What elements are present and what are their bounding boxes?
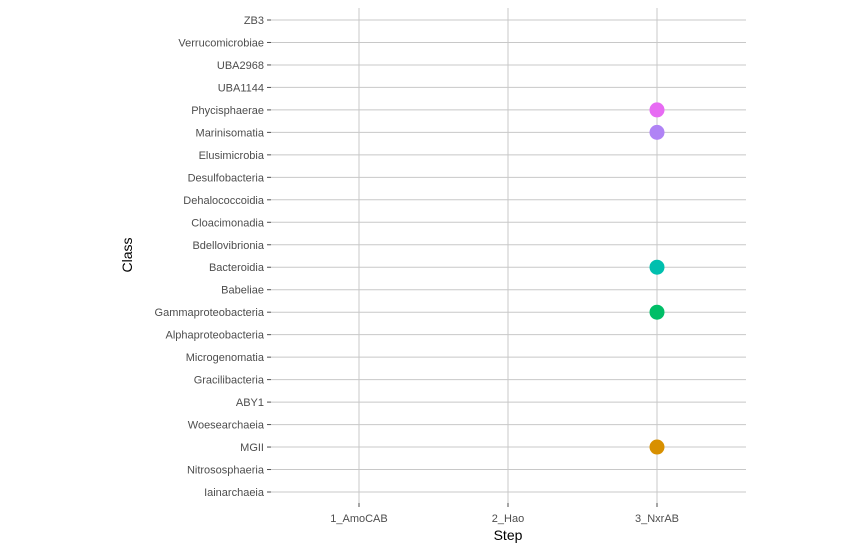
y-tick-label: Iainarchaeia <box>204 487 265 499</box>
y-tick-label: Cloacimonadia <box>191 217 265 229</box>
y-tick-label: MGII <box>240 442 264 454</box>
x-tick-label: 3_NxrAB <box>635 513 679 525</box>
y-tick-label: UBA1144 <box>218 82 264 94</box>
y-tick-label: Woesearchaeia <box>188 420 265 432</box>
y-tick-label: Bdellovibrionia <box>192 240 264 252</box>
y-axis: Iainarchaeia Nitrososphaeria MGII Woesearch… <box>155 15 271 499</box>
y-tick-label: Babeliae <box>221 285 264 297</box>
y-tick-label: Marinisomatia <box>196 127 265 139</box>
x-axis: 1_AmoCAB 2_Hao 3_NxrAB <box>330 503 679 525</box>
data-point <box>649 102 665 118</box>
y-tick-label: UBA2968 <box>217 60 264 72</box>
y-tick-label: Dehalococcoidia <box>183 195 265 207</box>
y-tick-label: Elusimicrobia <box>199 150 265 162</box>
y-tick-label: Phycisphaerae <box>191 105 264 117</box>
y-tick-label: ABY1 <box>236 397 264 409</box>
y-tick-label: Alphaproteobacteria <box>166 330 265 342</box>
y-tick-label: ZB3 <box>244 15 264 27</box>
data-point <box>649 304 665 320</box>
x-axis-title: Step <box>494 527 523 543</box>
y-tick-label: Desulfobacteria <box>188 172 265 184</box>
y-tick-label: Microgenomatia <box>186 352 265 364</box>
data-point <box>649 124 665 140</box>
y-axis-title: Class <box>119 237 135 272</box>
y-tick-label: Nitrososphaeria <box>187 465 265 477</box>
y-tick-label: Gammaproteobacteria <box>155 307 265 319</box>
y-tick-label: Verrucomicrobiae <box>178 37 264 49</box>
x-tick-label: 2_Hao <box>492 513 524 525</box>
data-point <box>649 259 665 275</box>
y-tick-label: Gracilibacteria <box>194 375 265 387</box>
x-tick-label: 1_AmoCAB <box>330 513 387 525</box>
grid <box>271 8 746 503</box>
y-tick-label: Bacteroidia <box>209 262 265 274</box>
data-points <box>649 102 665 455</box>
data-point <box>649 439 665 455</box>
